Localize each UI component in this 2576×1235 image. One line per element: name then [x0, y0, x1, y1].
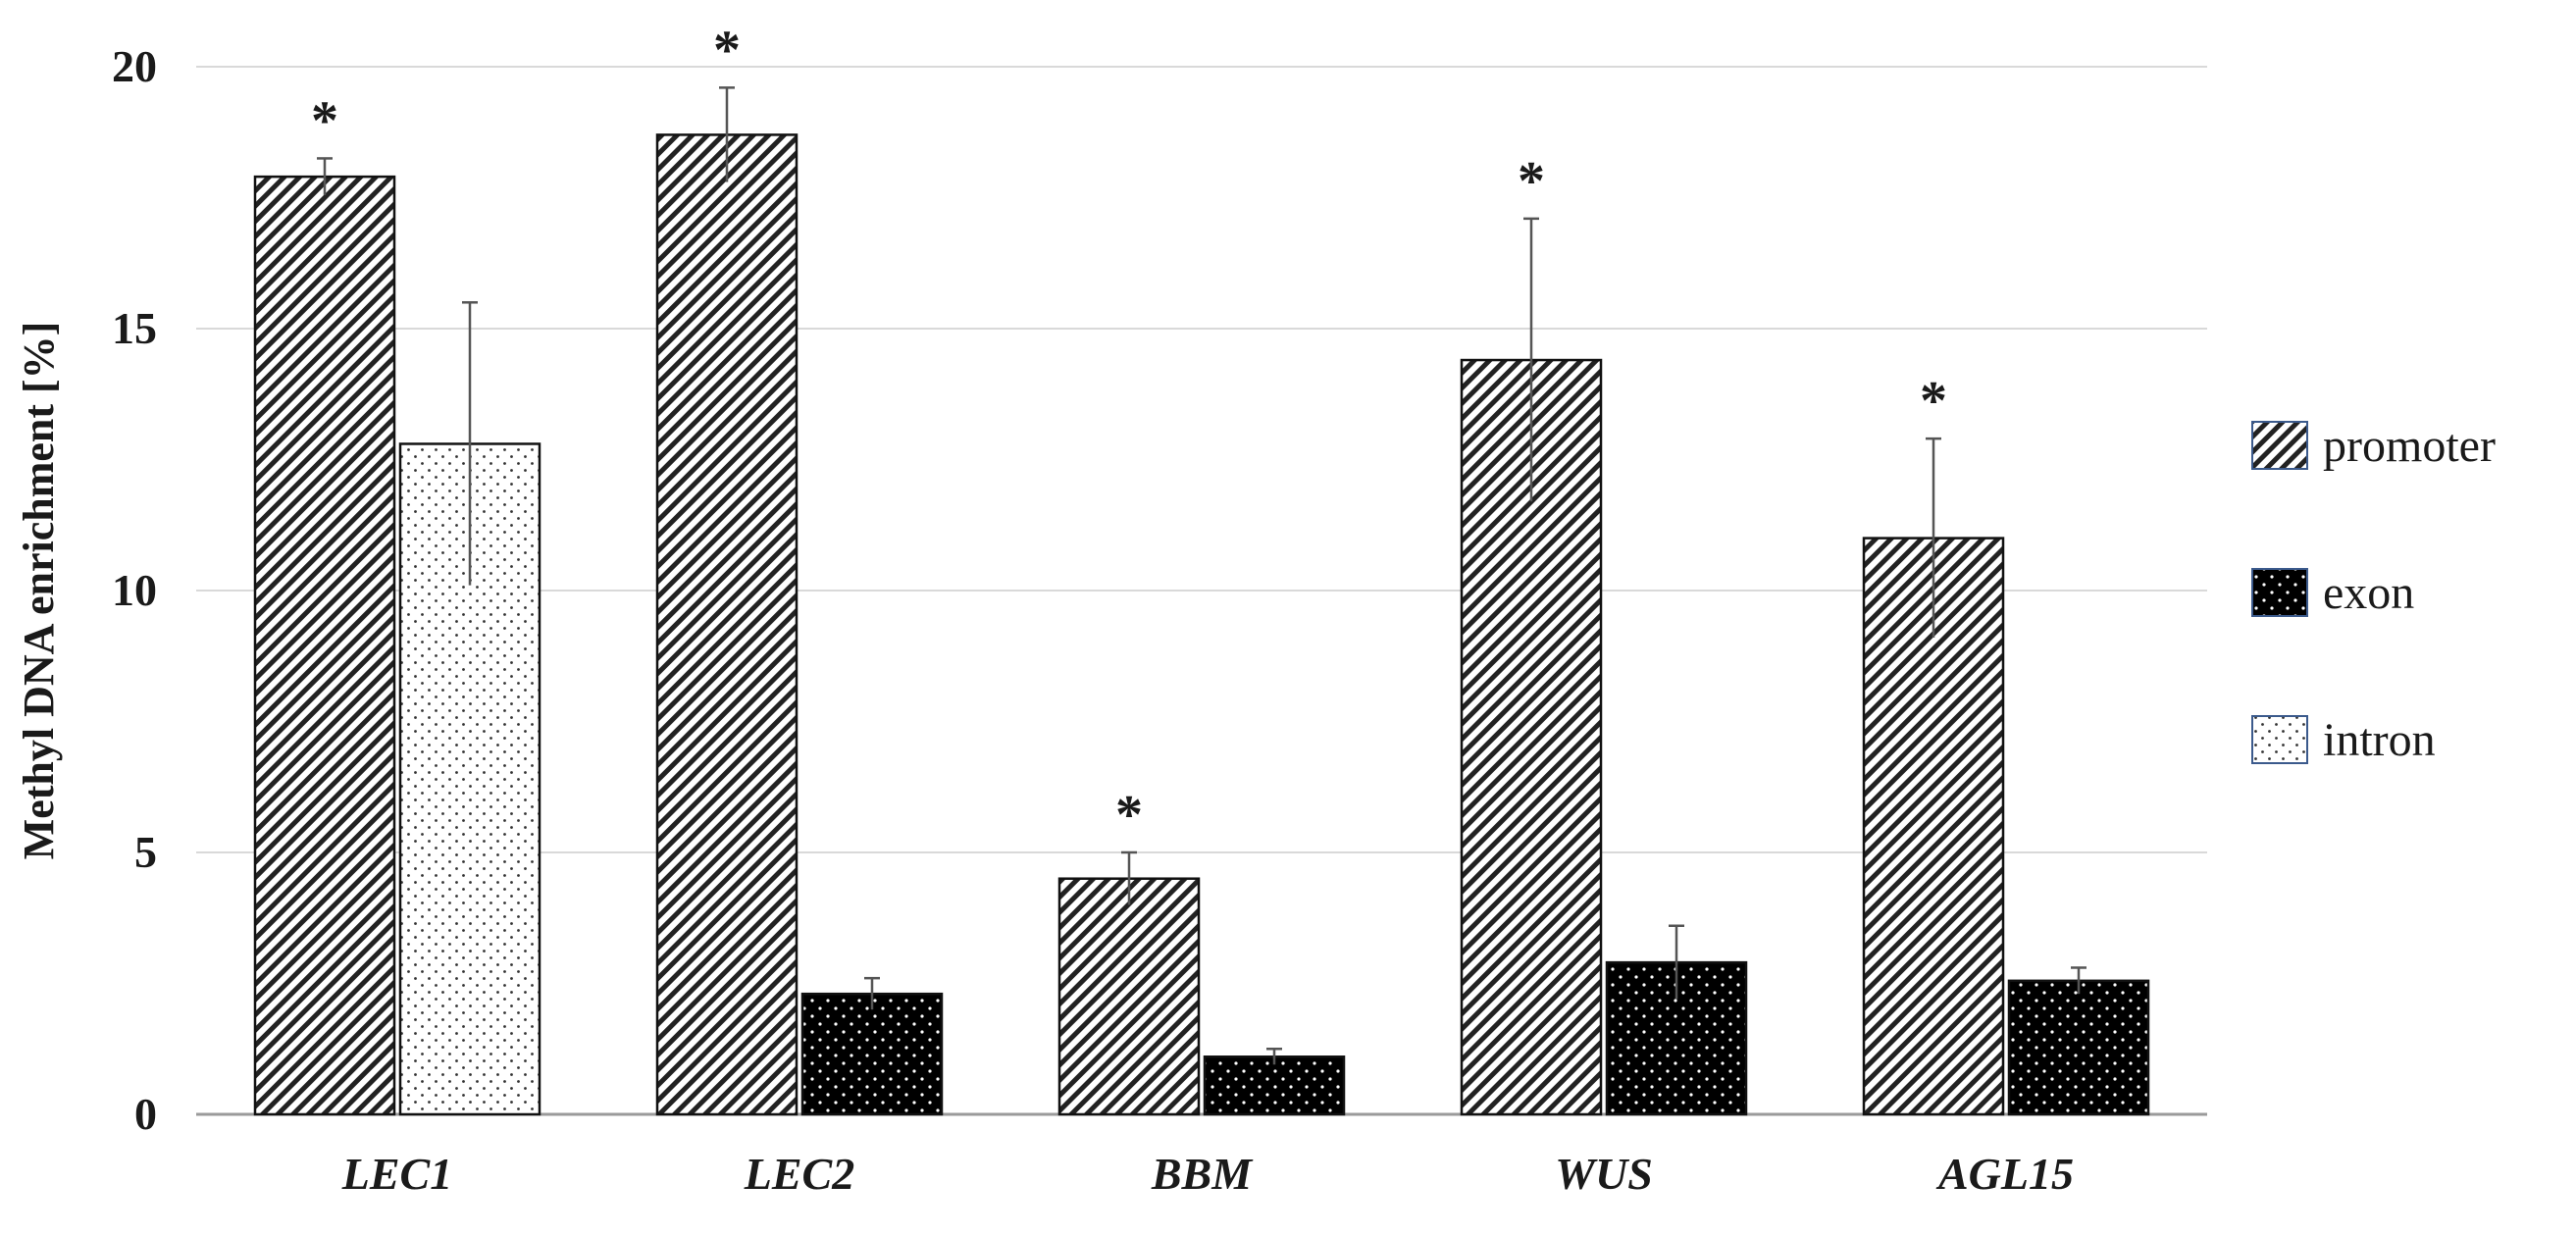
- x-category-label: LEC2: [744, 1149, 854, 1199]
- x-axis-categories: LEC1 LEC2 BBM WUS AGL15: [341, 1149, 2074, 1199]
- legend-swatch-intron: [2251, 715, 2308, 764]
- significance-star: *: [1518, 151, 1545, 212]
- bar-exon-bbm: [1203, 1055, 1346, 1116]
- y-tick-label: 20: [112, 41, 157, 91]
- significance-star: *: [1115, 785, 1143, 846]
- significance-star: *: [311, 90, 338, 151]
- y-axis-ticks: 0 5 10 15 20: [112, 41, 157, 1139]
- bar-promoter-lec1: [253, 175, 396, 1116]
- y-axis-label: Methyl DNA enrichment [%]: [15, 322, 63, 860]
- legend-swatch-exon: [2251, 568, 2308, 617]
- bar-promoter-lec2: [655, 133, 799, 1116]
- x-category-label: AGL15: [1935, 1149, 2074, 1199]
- bar-exon-agl15: [2007, 979, 2150, 1116]
- x-category-label: WUS: [1555, 1149, 1653, 1199]
- bar-exon-lec2: [800, 992, 944, 1116]
- legend-label-intron: intron: [2323, 714, 2436, 766]
- x-category-label: LEC1: [341, 1149, 452, 1199]
- significance-markers: * * * * *: [311, 20, 1947, 846]
- legend-label-exon: exon: [2323, 567, 2414, 619]
- y-tick-label: 15: [112, 303, 157, 353]
- error-bars: [317, 86, 2087, 1065]
- bar-promoter-bbm: [1057, 877, 1201, 1116]
- x-category-label: BBM: [1151, 1149, 1254, 1199]
- bar-promoter-wus: [1460, 358, 1603, 1116]
- significance-star: *: [1920, 371, 1947, 432]
- legend-swatch-promoter: [2251, 421, 2308, 470]
- bars: [253, 133, 2150, 1116]
- legend-label-promoter: promoter: [2323, 420, 2496, 472]
- legend: promoter exon intron: [2251, 420, 2496, 766]
- significance-star: *: [713, 20, 741, 80]
- y-tick-label: 5: [134, 827, 157, 877]
- y-tick-label: 10: [112, 565, 157, 615]
- y-tick-label: 0: [134, 1089, 157, 1139]
